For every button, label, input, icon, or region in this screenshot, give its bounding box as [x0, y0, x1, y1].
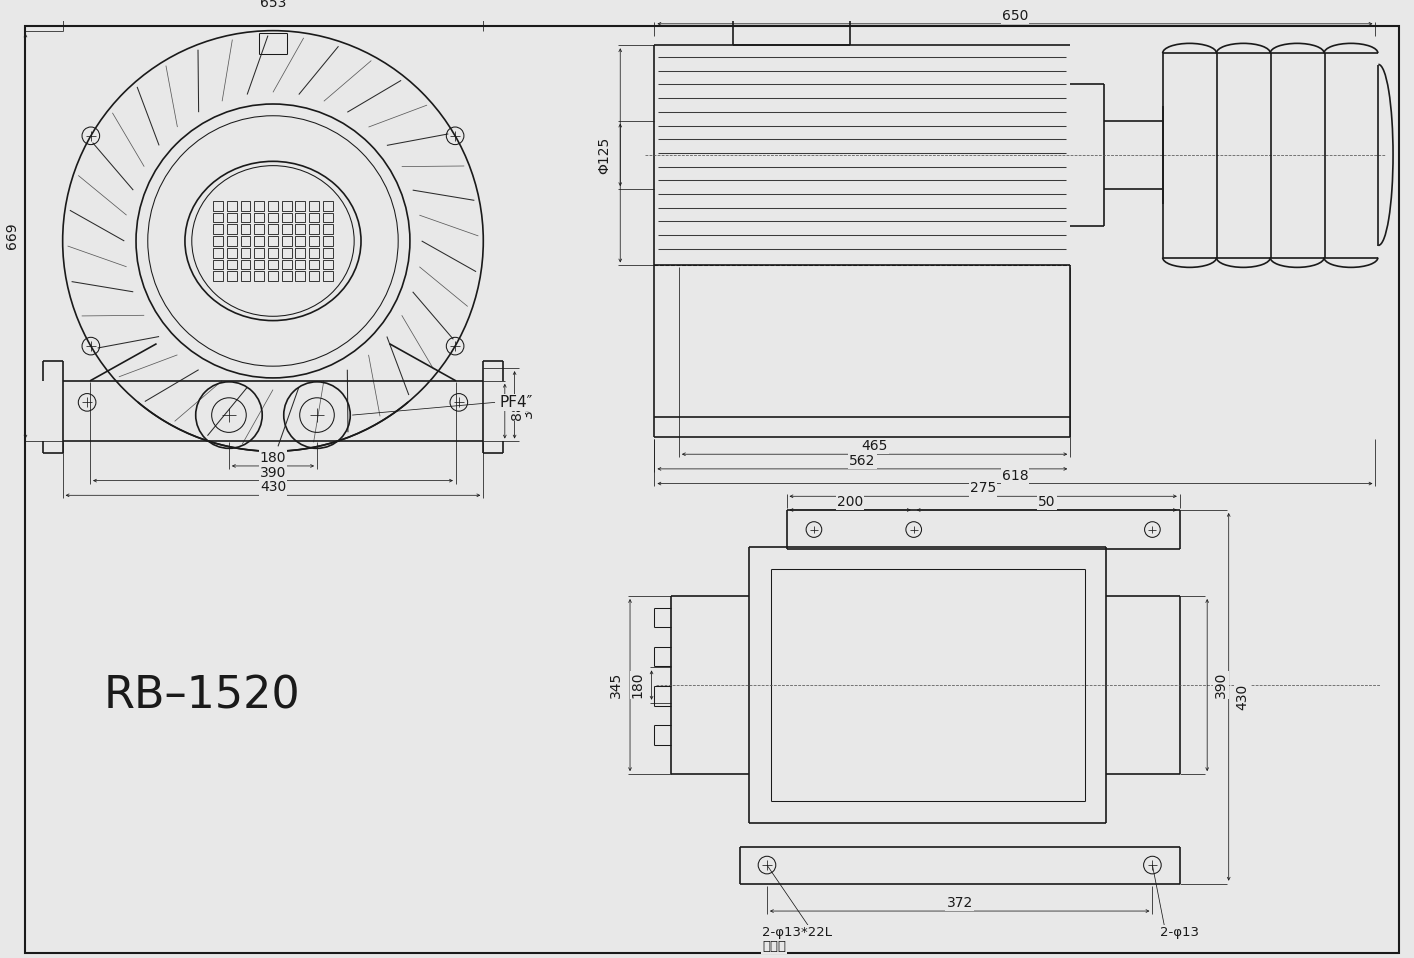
Bar	[240, 224, 250, 234]
Bar	[269, 213, 279, 222]
Text: 430: 430	[1236, 684, 1250, 710]
Bar	[322, 224, 332, 234]
Bar	[255, 224, 264, 234]
Text: 372: 372	[946, 897, 973, 910]
Text: 364: 364	[522, 392, 536, 418]
Text: 2-φ13: 2-φ13	[1161, 926, 1199, 939]
Bar	[228, 224, 236, 234]
Text: 橡圓孔: 橡圓孔	[762, 940, 786, 953]
Bar	[255, 260, 264, 269]
Bar	[296, 213, 305, 222]
Bar	[296, 260, 305, 269]
Bar	[296, 201, 305, 211]
Bar	[269, 260, 279, 269]
Bar	[322, 260, 332, 269]
Bar	[214, 201, 223, 211]
Bar	[322, 248, 332, 258]
Bar	[269, 271, 279, 281]
Bar	[310, 236, 320, 246]
Bar	[296, 248, 305, 258]
Bar	[214, 236, 223, 246]
Bar	[281, 213, 291, 222]
Bar	[310, 271, 320, 281]
Bar	[310, 224, 320, 234]
Bar	[255, 236, 264, 246]
Bar	[255, 213, 264, 222]
Text: PF4″: PF4″	[501, 395, 533, 410]
Text: Φ125: Φ125	[598, 136, 612, 173]
Bar	[228, 213, 236, 222]
Bar	[255, 271, 264, 281]
Bar	[296, 236, 305, 246]
Bar	[228, 236, 236, 246]
Bar	[228, 260, 236, 269]
Bar	[296, 271, 305, 281]
Bar	[214, 260, 223, 269]
Bar	[322, 236, 332, 246]
Bar	[310, 213, 320, 222]
Text: RB–1520: RB–1520	[103, 674, 300, 718]
Bar	[281, 248, 291, 258]
Bar	[255, 201, 264, 211]
Bar	[240, 271, 250, 281]
Bar	[214, 271, 223, 281]
Bar	[240, 236, 250, 246]
Text: 180: 180	[260, 451, 286, 466]
Text: 2-φ13*22L: 2-φ13*22L	[762, 926, 831, 939]
Bar	[281, 201, 291, 211]
Bar	[310, 248, 320, 258]
Bar	[214, 224, 223, 234]
Text: 562: 562	[850, 454, 875, 468]
Bar	[214, 248, 223, 258]
Bar	[255, 248, 264, 258]
Bar	[240, 248, 250, 258]
Bar	[269, 201, 279, 211]
Text: 390: 390	[1213, 672, 1227, 698]
Text: 669: 669	[4, 223, 18, 249]
Bar	[228, 248, 236, 258]
Bar	[281, 236, 291, 246]
Bar	[240, 213, 250, 222]
Bar	[269, 236, 279, 246]
Text: 88: 88	[509, 402, 523, 420]
Bar	[214, 213, 223, 222]
Text: Φ315: Φ315	[598, 137, 612, 174]
Bar	[281, 260, 291, 269]
Bar	[228, 201, 236, 211]
Text: 653: 653	[260, 0, 286, 11]
Bar	[240, 260, 250, 269]
Text: 618: 618	[1001, 468, 1028, 483]
Text: 650: 650	[1001, 9, 1028, 23]
Bar	[240, 201, 250, 211]
Bar	[269, 248, 279, 258]
Bar	[322, 201, 332, 211]
Bar	[296, 224, 305, 234]
Bar	[322, 271, 332, 281]
Text: 430: 430	[260, 481, 286, 494]
Text: 200: 200	[837, 495, 864, 509]
Bar	[269, 224, 279, 234]
Text: 390: 390	[260, 466, 286, 480]
Text: 465: 465	[861, 440, 888, 453]
Bar	[310, 201, 320, 211]
Bar	[281, 224, 291, 234]
Text: 345: 345	[609, 672, 624, 698]
Bar	[228, 271, 236, 281]
Text: 50: 50	[1038, 495, 1055, 509]
Text: 180: 180	[631, 672, 645, 698]
Bar	[322, 213, 332, 222]
Bar	[281, 271, 291, 281]
Bar	[310, 260, 320, 269]
Text: 275: 275	[970, 482, 997, 495]
